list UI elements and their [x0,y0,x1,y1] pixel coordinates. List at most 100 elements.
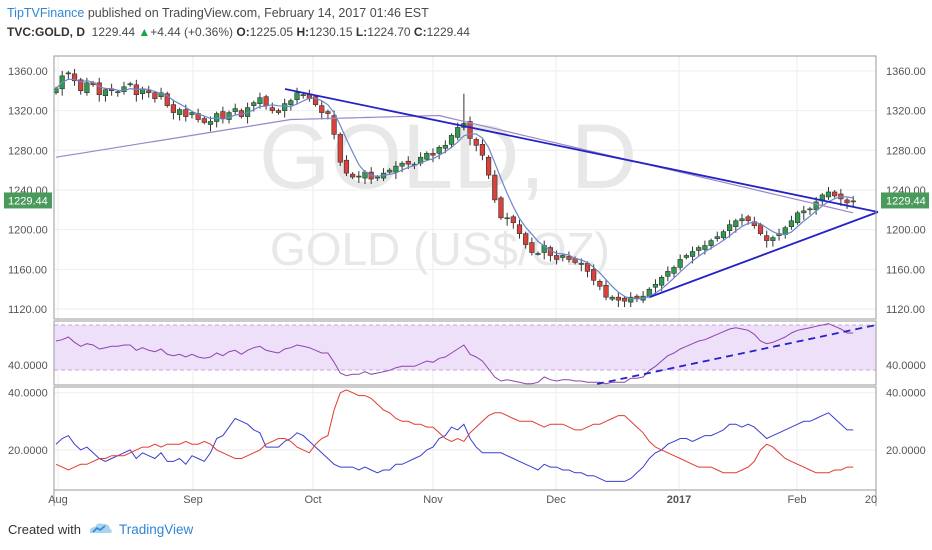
candle [387,168,393,175]
candle-body [473,139,479,146]
candle-body [504,217,510,220]
candle-body [733,220,739,228]
candle [127,81,133,87]
candle-body [312,96,319,105]
close-value: 1229.44 [426,25,470,39]
x-tick-label: Feb [788,494,807,506]
tradingview-link[interactable]: TradingView [118,521,194,537]
candle [319,100,325,120]
candle-body [485,156,492,176]
candle [65,70,71,80]
open-label: O: [236,25,250,39]
candle-body [492,174,498,201]
rsi-tick-label-left: 40.0000 [8,360,48,372]
candle [788,215,795,230]
symbol-watermark: GOLD, D GOLD (US$/OZ) [259,106,637,275]
pane-frame [53,386,877,491]
candle-body [510,216,516,224]
y-tick-label-right: 1360.00 [886,66,926,78]
candle [115,89,121,97]
symbol-label: TVC:GOLD, D [7,25,85,39]
candle-body [770,237,776,241]
ohlc-line: TVC:GOLD, D 1229.44 ▲+4.44 (+0.36%) O:12… [7,23,907,42]
candle-body [127,83,133,86]
up-triangle-icon: ▲ [138,25,151,39]
candle [609,295,615,302]
candle [467,116,473,146]
candle-body [566,256,572,260]
candle-body [764,235,770,241]
candle [782,225,788,239]
candle-body [356,175,362,178]
candle [146,85,152,98]
y-tick-label-left: 1360.00 [8,66,48,78]
pane-frame [53,55,877,320]
candle-body [300,94,306,97]
dmi-plus-line [55,412,854,482]
candle [448,133,455,149]
candle-body [282,103,288,111]
candle-body [84,82,90,94]
candle-body [393,165,399,173]
candle [584,261,591,278]
candle [801,205,807,220]
candle-body [189,112,195,115]
low-label: L: [355,25,368,39]
candle-body [634,295,640,299]
candle-body [578,263,584,265]
candle [312,94,319,107]
candle-body [850,200,856,203]
y-tick-label-left: 1280.00 [8,145,48,157]
last-price-tag-left [4,192,52,209]
candle [282,98,288,118]
candle-body [720,231,727,238]
y-tick-label-left: 1320.00 [8,106,48,118]
high-value: 1230.15 [309,25,353,39]
candle [566,251,572,263]
candle [727,219,733,238]
candle-body [535,253,541,255]
watermark-description: GOLD (US$/OZ) [270,223,610,275]
candle-body [115,91,121,94]
candle [739,213,745,226]
candle [529,237,535,256]
candle-body [825,191,832,198]
rsi-pane[interactable] [55,323,854,385]
candle [504,212,510,226]
candle-body [232,108,238,112]
candle [300,92,306,99]
candle [603,280,609,301]
y-tick-label-right: 1200.00 [886,225,926,237]
candle-body [603,284,609,298]
last-price-tag-left-text: 1229.44 [8,195,48,207]
dmi-minus-line [55,389,854,474]
candle [424,151,430,162]
dmi-pane[interactable] [55,389,854,482]
candle-body [257,97,263,104]
x-tick-label: Sep [183,494,203,506]
publisher-link[interactable]: TipTVFinance [7,6,85,20]
candle-body [325,111,331,114]
candle-body [498,197,504,219]
publish-line: TipTVFinance published on TradingView.co… [7,4,907,23]
candle-body [807,208,813,211]
candle-body [207,121,214,125]
x-tick-label: 2017 [667,494,691,506]
candle-body [609,296,615,300]
candle-body [652,283,659,288]
candle-body [399,162,405,167]
dmi-tick-label-left: 20.0000 [8,445,48,457]
candle [720,229,727,240]
candle-body [288,100,294,105]
candle-body [448,135,455,145]
candle [214,111,220,128]
candle [71,68,78,86]
candle [275,108,282,115]
candle [479,139,486,161]
price-pane[interactable] [54,68,856,308]
candle [356,171,362,184]
candle [832,189,838,198]
candle [102,87,109,102]
candle [306,89,312,102]
